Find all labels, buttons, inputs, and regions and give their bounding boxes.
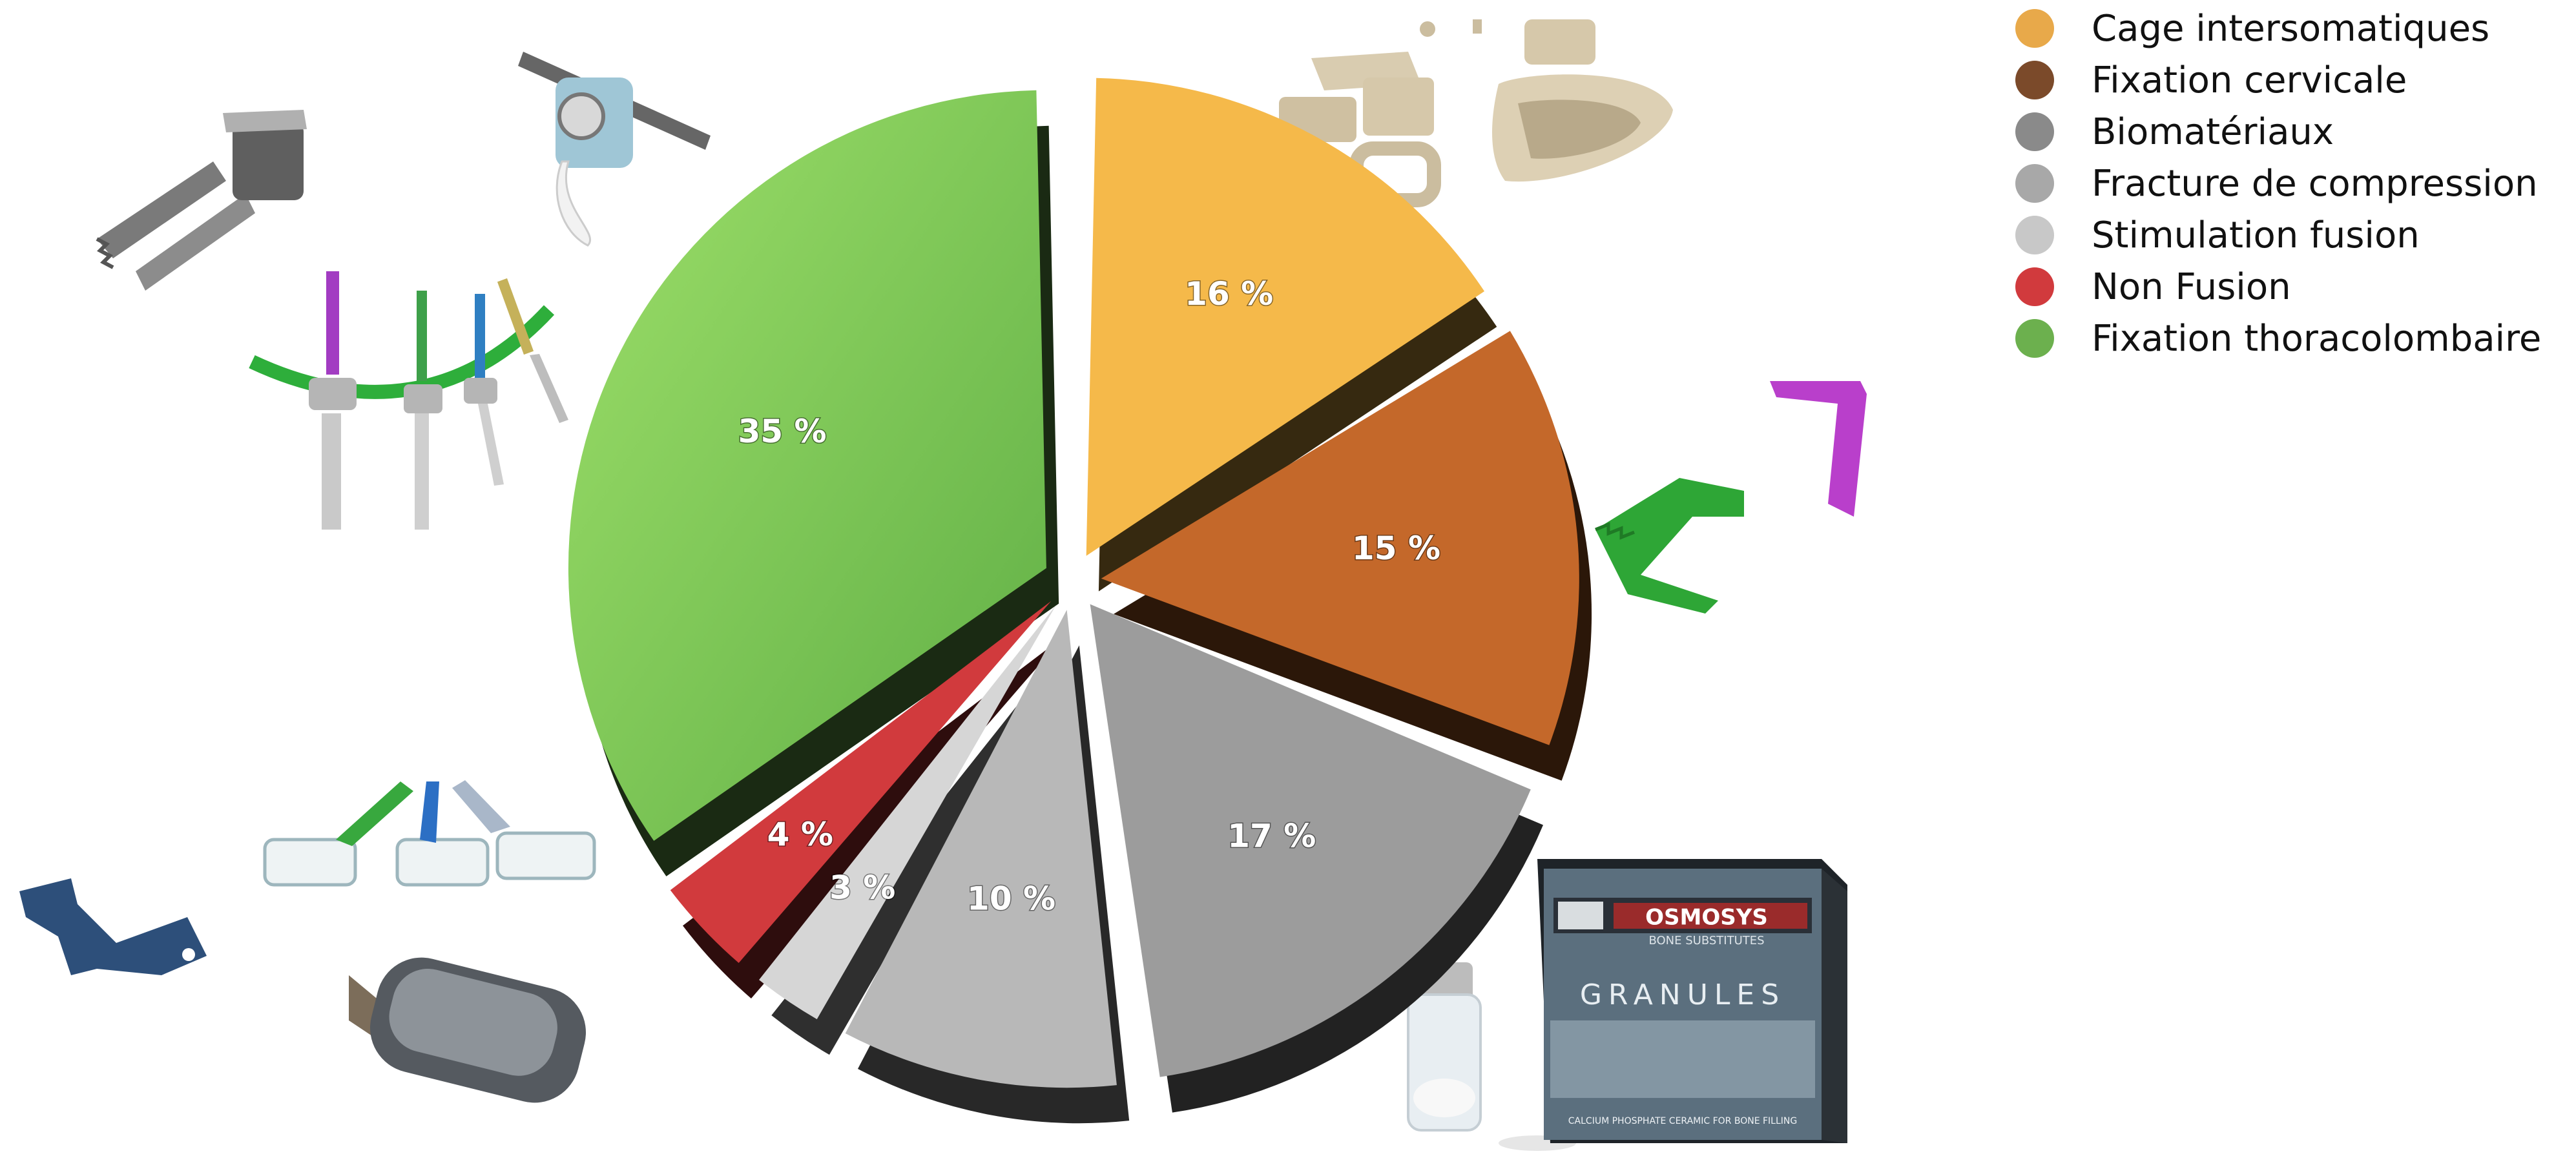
product-subtitle: BONE SUBSTITUTES bbox=[1648, 934, 1764, 947]
legend-label: Biomatériaux bbox=[2092, 110, 2334, 153]
legend-item: Fracture de compression bbox=[2015, 158, 2541, 209]
slice-value-label: 17 % bbox=[1227, 818, 1316, 855]
legend: Cage intersomatiques Fixation cervicale Bi… bbox=[2015, 3, 2541, 364]
pie-slice bbox=[670, 601, 1052, 963]
legend-label: Non Fusion bbox=[2092, 265, 2291, 308]
pie-slice bbox=[845, 610, 1117, 1088]
rod-connector-icon bbox=[518, 52, 711, 247]
slice-value-label: 3 % bbox=[829, 869, 895, 906]
legend-item: Fixation thoracolombaire bbox=[2015, 313, 2541, 364]
product-name: GRANULES bbox=[1580, 978, 1785, 1011]
illustrations-layer: OSMOSYS BONE SUBSTITUTES GRANULES CALCIU… bbox=[19, 19, 1867, 1151]
legend-swatch bbox=[2015, 112, 2054, 151]
slice-value-label: 16 % bbox=[1185, 275, 1273, 313]
product-brand: OSMOSYS bbox=[1645, 905, 1768, 931]
legend-label: Stimulation fusion bbox=[2092, 214, 2420, 256]
legend-swatch bbox=[2015, 267, 2054, 306]
pie-slice bbox=[568, 90, 1046, 841]
interspinous-spacer-icon bbox=[19, 878, 207, 975]
slice-value-label: 35 % bbox=[738, 413, 827, 450]
cervical-staple-icon bbox=[1595, 381, 1867, 614]
legend-swatch bbox=[2015, 216, 2054, 254]
kyphoplasty-balloons-icon bbox=[263, 780, 596, 887]
product-caption: CALCIUM PHOSPHATE CERAMIC FOR BONE FILLI… bbox=[1568, 1116, 1797, 1126]
interbody-cages-icon bbox=[1279, 19, 1673, 207]
bone-stimulator-icon bbox=[349, 957, 587, 1103]
polyaxial-screws-rod-icon bbox=[249, 271, 568, 530]
legend-swatch bbox=[2015, 319, 2054, 358]
slice-value-label: 15 % bbox=[1352, 530, 1440, 567]
pie-slice bbox=[1090, 604, 1531, 1077]
legend-swatch bbox=[2015, 9, 2054, 48]
legend-item: Fixation cervicale bbox=[2015, 54, 2541, 106]
legend-label: Fixation cervicale bbox=[2092, 59, 2407, 101]
pedicle-screw-clamp-icon bbox=[96, 110, 307, 291]
legend-swatch bbox=[2015, 164, 2054, 203]
pie-slice bbox=[759, 605, 1056, 1020]
legend-swatch bbox=[2015, 61, 2054, 99]
legend-item: Cage intersomatiques bbox=[2015, 3, 2541, 54]
legend-item: Non Fusion bbox=[2015, 261, 2541, 313]
pie-slice bbox=[1086, 78, 1485, 556]
legend-label: Cage intersomatiques bbox=[2092, 7, 2490, 50]
pie-slice bbox=[1101, 331, 1579, 745]
product-box: OSMOSYS BONE SUBSTITUTES GRANULES CALCIU… bbox=[1537, 859, 1847, 1143]
slice-value-label: 4 % bbox=[767, 816, 833, 853]
legend-item: Stimulation fusion bbox=[2015, 209, 2541, 261]
legend-label: Fracture de compression bbox=[2092, 162, 2538, 205]
slice-value-label: 10 % bbox=[967, 880, 1055, 917]
pie-slices: 16 % 15 % 17 % 10 % 3 % 4 % 35 % bbox=[568, 78, 1592, 1124]
legend-item: Biomatériaux bbox=[2015, 106, 2541, 158]
bone-substitute-vial-icon bbox=[1407, 962, 1576, 1151]
legend-label: Fixation thoracolombaire bbox=[2092, 317, 2542, 360]
